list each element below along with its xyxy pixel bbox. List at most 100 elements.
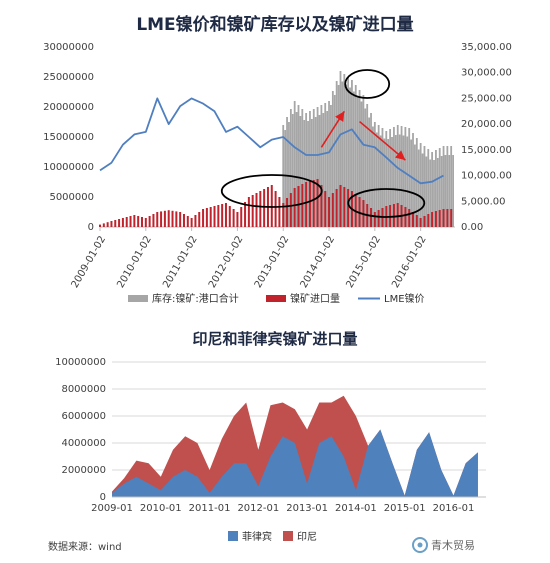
x-tick-label: 2013-01	[286, 503, 328, 514]
legend-label-philippines: 菲律宾	[242, 530, 272, 543]
y-left-tick-label: 25000000	[43, 72, 94, 83]
inventory-bar	[423, 146, 426, 227]
imports-bar	[121, 218, 124, 227]
inventory-bar	[408, 128, 411, 227]
inventory-bar	[398, 134, 401, 227]
watermark-text: 青木贸易	[431, 539, 475, 552]
annotation-ellipse	[220, 174, 323, 208]
inventory-bar	[324, 103, 327, 227]
x-tick-label: 2010-01	[140, 503, 182, 514]
y-right-tick-label: 35,000.00	[461, 42, 512, 53]
inventory-bar	[438, 148, 441, 227]
x-tick-label: 2011-01-02	[161, 234, 200, 290]
inventory-bar	[349, 87, 351, 227]
x-tick-label: 2016-01-02	[390, 234, 429, 290]
legend-swatch-imports	[266, 295, 286, 302]
inventory-bar	[412, 133, 414, 227]
inventory-bar	[446, 146, 449, 227]
imports-bar	[221, 204, 224, 227]
imports-bar	[232, 209, 235, 227]
imports-bar	[431, 212, 434, 227]
inventory-bar	[414, 144, 416, 227]
inventory-bar	[354, 85, 357, 227]
imports-bar	[205, 208, 208, 227]
inventory-bar	[383, 138, 386, 227]
x-tick-label: 2014-01	[335, 503, 377, 514]
inventory-bar	[377, 125, 380, 227]
inventory-bar	[417, 149, 420, 227]
inventory-bar	[368, 117, 371, 227]
inventory-bar	[385, 131, 388, 227]
watermark-logo-dot	[417, 542, 423, 548]
y-left-tick-label: 10000000	[43, 162, 94, 173]
imports-bar	[320, 185, 323, 227]
inventory-bar	[345, 84, 348, 227]
annotation-arrow	[359, 120, 406, 161]
imports-bar	[278, 197, 281, 227]
inventory-bar	[389, 129, 392, 227]
inventory-bar	[393, 127, 395, 227]
inventory-bar	[427, 149, 430, 227]
imports-bar	[209, 207, 212, 227]
inventory-bar	[419, 143, 422, 227]
inventory-bar	[358, 90, 361, 227]
imports-bar	[125, 217, 128, 227]
inventory-bar	[364, 108, 367, 227]
inventory-bar	[333, 95, 336, 227]
imports-bar	[148, 216, 151, 227]
inventory-bar	[356, 96, 359, 227]
y-left-tick-label: 15000000	[43, 132, 94, 143]
inventory-bar	[362, 95, 365, 227]
imports-bar	[186, 216, 189, 227]
chart1-title: LME镍价和镍矿库存以及镍矿进口量	[136, 14, 413, 35]
x-tick-label: 2009-01	[91, 503, 133, 514]
inventory-bar	[284, 130, 287, 227]
inventory-bar	[289, 109, 292, 227]
imports-bar	[335, 189, 338, 227]
inventory-bar	[351, 80, 353, 227]
imports-bar	[133, 215, 136, 227]
inventory-bar	[331, 91, 334, 227]
y-right-tick-label: 20,000.00	[461, 119, 512, 130]
inventory-bar	[410, 139, 413, 227]
imports-bar	[282, 203, 285, 227]
inventory-bar	[396, 125, 399, 227]
imports-bar	[171, 210, 174, 227]
imports-bar	[240, 207, 243, 227]
inventory-bar	[400, 126, 403, 227]
imports-bar	[347, 189, 350, 227]
chart1-legend: 库存:镍矿:港口合计 镍矿进口量 LME镍价	[128, 292, 425, 305]
inventory-bar	[433, 160, 435, 227]
imports-bar	[236, 212, 239, 227]
imports-bar	[305, 182, 308, 227]
imports-bar	[190, 218, 193, 227]
inventory-bar	[320, 105, 323, 227]
inventory-bar	[404, 127, 407, 227]
y-tick-label: 0	[100, 492, 106, 503]
imports-bar	[373, 212, 376, 227]
imports-bar	[110, 221, 113, 227]
inventory-bar	[370, 113, 372, 227]
imports-bar	[415, 215, 418, 227]
inventory-bar	[326, 111, 329, 227]
imports-bar	[308, 181, 311, 227]
inventory-bar	[328, 101, 330, 227]
imports-bar	[228, 206, 231, 227]
inventory-bar	[305, 113, 308, 227]
inventory-bar	[310, 119, 313, 227]
imports-bar	[446, 209, 449, 227]
y-left-tick-label: 5000000	[49, 192, 94, 203]
imports-bar	[137, 216, 140, 227]
imports-bar	[450, 209, 453, 227]
imports-bar	[247, 197, 250, 227]
imports-bar	[289, 193, 292, 227]
imports-bar	[419, 218, 422, 227]
imports-bar	[129, 216, 132, 227]
inventory-bar	[452, 155, 454, 227]
y-tick-label: 4000000	[61, 438, 106, 449]
inventory-bar	[299, 116, 302, 227]
inventory-bar	[352, 91, 355, 227]
imports-bar	[438, 210, 441, 227]
inventory-bar	[288, 122, 290, 227]
